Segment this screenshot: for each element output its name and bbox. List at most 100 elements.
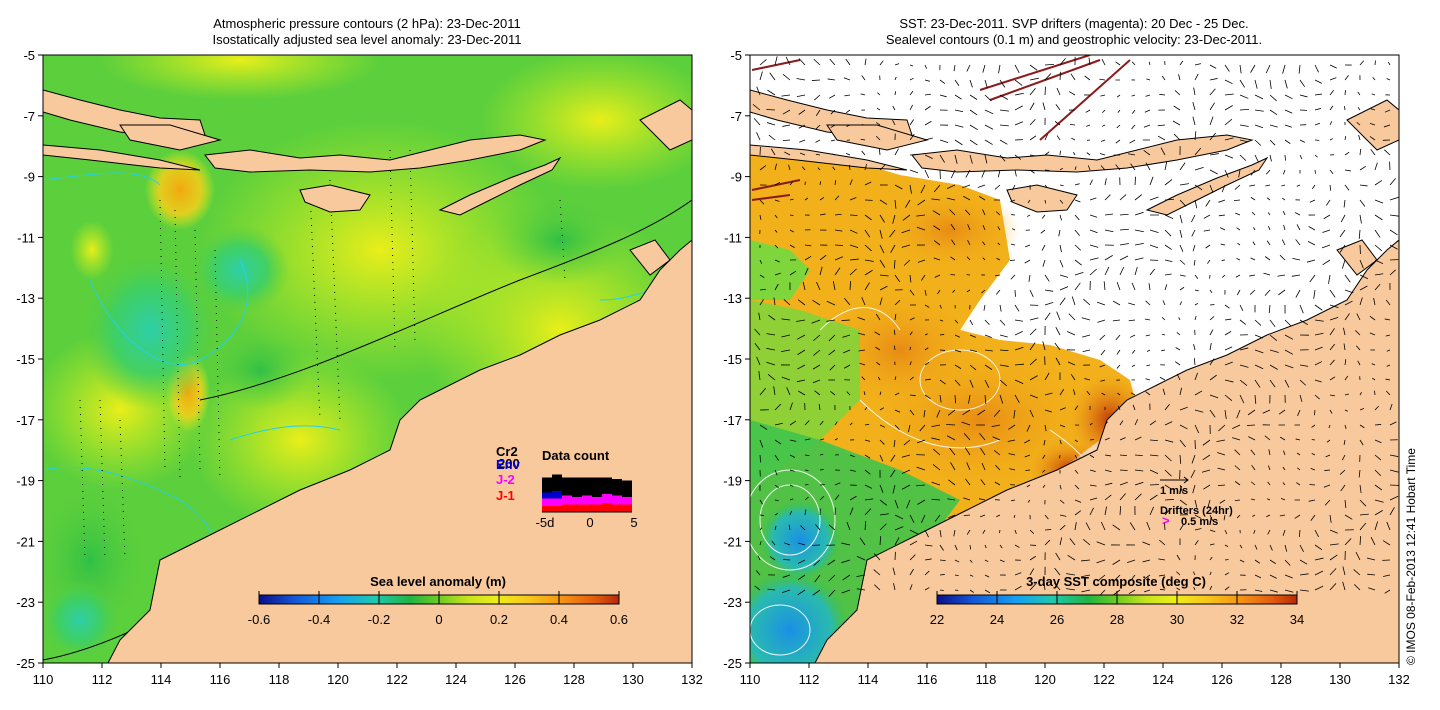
velocity-vector: [1250, 498, 1256, 501]
velocity-vector: [774, 163, 777, 171]
velocity-vector: [1223, 514, 1226, 521]
velocity-vector: [1099, 334, 1106, 341]
velocity-vector: [909, 154, 918, 156]
velocity-vector: [1283, 450, 1286, 456]
velocity-vector: [1250, 196, 1256, 201]
velocity-vector: [1311, 453, 1316, 456]
velocity-vector: [860, 93, 866, 96]
velocity-vector: [1344, 300, 1353, 306]
velocity-vector: [789, 402, 793, 411]
right-cb-label: 22: [930, 612, 944, 627]
velocity-vector: [1104, 482, 1113, 486]
velocity-vector: [1374, 283, 1381, 291]
velocity-vector: [1374, 499, 1384, 503]
velocity-vector: [1374, 180, 1383, 186]
velocity-vector: [1344, 289, 1354, 294]
dc-bar-j-2: [602, 494, 612, 503]
velocity-vector: [1248, 436, 1256, 441]
velocity-vector: [819, 469, 824, 471]
velocity-vector: [893, 329, 896, 336]
velocity-vector: [1268, 449, 1271, 456]
velocity-vector: [1044, 289, 1054, 292]
velocity-vector: [924, 587, 930, 591]
velocity-vector: [1209, 132, 1216, 141]
velocity-vector: [1176, 332, 1181, 336]
right-colorbar: 3-day SST composite (deg C) 22 24 26 28 30 32…: [930, 574, 1304, 627]
velocity-vector: [782, 74, 791, 81]
velocity-vector: [1209, 153, 1219, 156]
velocity-vector: [1074, 244, 1082, 251]
velocity-vector: [1179, 274, 1186, 277]
velocity-vector: [1014, 304, 1020, 312]
velocity-vector: [909, 361, 912, 366]
velocity-vector: [1194, 540, 1199, 546]
velocity-vector: [879, 499, 888, 506]
velocity-vector: [827, 559, 836, 566]
velocity-vector: [879, 285, 888, 291]
velocity-vector: [1369, 315, 1376, 321]
velocity-vector: [969, 79, 973, 88]
velocity-vector: [916, 439, 926, 444]
velocity-vector: [1358, 469, 1361, 478]
velocity-vector: [1284, 349, 1294, 355]
right-lat-label: -13: [723, 291, 742, 306]
velocity-vector: [1070, 374, 1076, 381]
velocity-vector: [1130, 334, 1136, 338]
velocity-vector: [924, 558, 932, 561]
velocity-vector: [1042, 259, 1046, 267]
velocity-vector: [892, 484, 896, 494]
velocity-vector: [1143, 150, 1151, 156]
velocity-vector: [879, 259, 886, 268]
velocity-vector: [1089, 229, 1098, 234]
velocity-vector: [1329, 583, 1337, 591]
velocity-vector: [1282, 482, 1286, 486]
velocity-vector: [969, 94, 978, 100]
velocity-vector: [828, 349, 836, 356]
velocity-vector: [1217, 467, 1226, 471]
velocity-vector: [1358, 229, 1361, 239]
velocity-vector: [1284, 154, 1286, 161]
velocity-vector: [1367, 573, 1376, 576]
velocity-vector: [967, 240, 971, 246]
velocity-vector: [1014, 394, 1020, 403]
velocity-vector: [1059, 184, 1064, 187]
velocity-vector: [969, 139, 978, 146]
velocity-vector: [1042, 341, 1046, 351]
velocity-vector: [1059, 499, 1065, 504]
velocity-vector: [984, 79, 988, 89]
velocity-vector: [1234, 465, 1241, 471]
velocity-vector: [909, 184, 912, 194]
velocity-vector: [1101, 392, 1106, 396]
velocity-vector: [924, 394, 931, 400]
velocity-vector: [1194, 289, 1199, 292]
velocity-vector: [798, 124, 806, 129]
velocity-vector: [939, 154, 945, 163]
velocity-vector: [1218, 214, 1226, 217]
velocity-vector: [1239, 79, 1246, 88]
velocity-vector: [1284, 559, 1291, 566]
velocity-vector: [1116, 94, 1121, 98]
velocity-vector: [1179, 244, 1184, 252]
velocity-vector: [1194, 514, 1202, 519]
velocity-vector: [1266, 197, 1271, 201]
velocity-vector: [1268, 304, 1271, 314]
right-lon-label: 116: [917, 672, 938, 687]
velocity-vector: [1134, 194, 1143, 201]
velocity-vector: [1194, 274, 1199, 279]
velocity-vector: [1234, 449, 1241, 456]
velocity-vector: [953, 529, 956, 537]
dc-xlabel-max: 5: [630, 515, 637, 530]
velocity-vector: [766, 333, 776, 336]
right-map-panel: [750, 55, 1399, 663]
velocity-vector: [1385, 378, 1391, 381]
velocity-vector: [856, 588, 866, 591]
legend-cr2: Cr2: [496, 444, 518, 459]
velocity-vector: [1127, 153, 1136, 156]
velocity-vector: [1299, 379, 1306, 386]
right-lon-label: 114: [858, 672, 879, 687]
velocity-vector: [954, 139, 963, 146]
left-cb-label: 0.2: [490, 612, 508, 627]
velocity-vector: [876, 107, 881, 111]
velocity-vector: [785, 56, 791, 66]
velocity-vector: [969, 349, 978, 352]
